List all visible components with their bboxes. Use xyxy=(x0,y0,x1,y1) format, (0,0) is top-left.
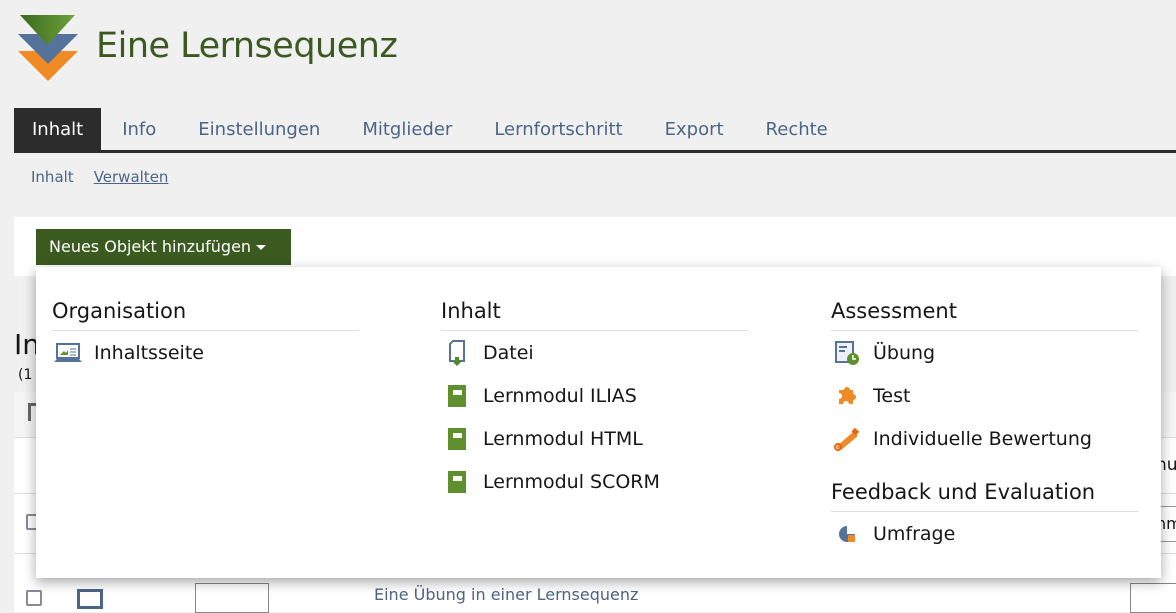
file-icon xyxy=(443,339,471,366)
tab-rechte[interactable]: Rechte xyxy=(765,119,828,140)
main-tabs: Inhalt Info Einstellungen Mitglieder Ler… xyxy=(14,108,1176,153)
add-new-object-button[interactable]: Neues Objekt hinzufügen xyxy=(36,229,291,265)
column-organisation: Organisation Inhaltsseite xyxy=(52,295,359,374)
menu-item-label: Datei xyxy=(483,341,534,364)
content-heading: In xyxy=(14,328,41,361)
row-title-link[interactable]: Eine Übung in einer Lernsequenz xyxy=(374,585,639,604)
add-button-label: Neues Objekt hinzufügen xyxy=(49,237,252,256)
menu-item-label: Individuelle Bewertung xyxy=(873,427,1092,450)
subtab-verwalten[interactable]: Verwalten xyxy=(93,168,169,186)
tab-info[interactable]: Info xyxy=(122,119,157,140)
add-object-dropdown: Organisation Inhaltsseite Inhalt Datei L… xyxy=(36,267,1161,578)
content-page-icon xyxy=(54,340,82,366)
learning-module-icon xyxy=(443,383,471,409)
test-puzzle-icon xyxy=(833,383,861,409)
menu-item-label: Übung xyxy=(873,341,936,364)
individual-assessment-icon xyxy=(833,426,861,452)
menu-item-lernmodul-html[interactable]: Lernmodul HTML xyxy=(441,417,748,460)
menu-item-label: Umfrage xyxy=(873,522,956,545)
exercise-icon xyxy=(833,340,861,366)
select-all-checkbox[interactable] xyxy=(28,403,42,421)
menu-item-label: Test xyxy=(873,384,911,407)
menu-item-lernmodul-scorm[interactable]: Lernmodul SCORM xyxy=(441,460,748,503)
object-type-icon xyxy=(77,589,103,609)
menu-item-lernmodul-ilias[interactable]: Lernmodul ILIAS xyxy=(441,374,748,417)
column-assessment: Assessment Übung Test Individuelle Bewer… xyxy=(831,295,1138,555)
menu-item-inhaltsseite[interactable]: Inhaltsseite xyxy=(52,331,359,374)
group-title-assessment: Assessment xyxy=(831,295,1138,331)
subtabs: Inhalt Verwalten xyxy=(31,168,168,186)
tab-mitglieder[interactable]: Mitglieder xyxy=(362,119,453,140)
learning-module-icon xyxy=(443,426,471,452)
menu-item-label: Lernmodul SCORM xyxy=(483,470,660,493)
column-inhalt: Inhalt Datei Lernmodul ILIAS Lernmodul H… xyxy=(441,295,748,503)
menu-item-test[interactable]: Test xyxy=(831,374,1138,417)
menu-item-uebung[interactable]: Übung xyxy=(831,331,1138,374)
survey-icon xyxy=(833,521,861,547)
group-title-inhalt: Inhalt xyxy=(441,295,748,331)
learning-module-icon xyxy=(443,469,471,495)
tab-inhalt[interactable]: Inhalt xyxy=(14,108,102,150)
menu-item-label: Lernmodul HTML xyxy=(483,427,643,450)
menu-item-datei[interactable]: Datei xyxy=(441,331,748,374)
caret-down-icon xyxy=(256,245,267,250)
column-header-partial: nu xyxy=(1156,455,1176,475)
menu-item-label: Inhaltsseite xyxy=(94,341,204,364)
row-checkbox[interactable] xyxy=(26,590,42,606)
group-title-organisation: Organisation xyxy=(52,295,359,331)
row-action-partial[interactable] xyxy=(1130,583,1176,613)
menu-item-label: Lernmodul ILIAS xyxy=(483,384,637,407)
menu-item-umfrage[interactable]: Umfrage xyxy=(831,512,1138,555)
tab-export[interactable]: Export xyxy=(664,119,724,140)
position-input[interactable] xyxy=(195,583,269,613)
group-title-feedback: Feedback und Evaluation xyxy=(831,476,1138,512)
tab-einstellungen[interactable]: Einstellungen xyxy=(198,119,321,140)
menu-item-individuelle-bewertung[interactable]: Individuelle Bewertung xyxy=(831,417,1138,460)
page-title: Eine Lernsequenz xyxy=(96,26,398,66)
tab-lernfortschritt[interactable]: Lernfortschritt xyxy=(494,119,623,140)
item-count: (1 xyxy=(18,367,33,383)
ilias-logo xyxy=(18,15,78,81)
subtab-inhalt[interactable]: Inhalt xyxy=(31,168,74,186)
